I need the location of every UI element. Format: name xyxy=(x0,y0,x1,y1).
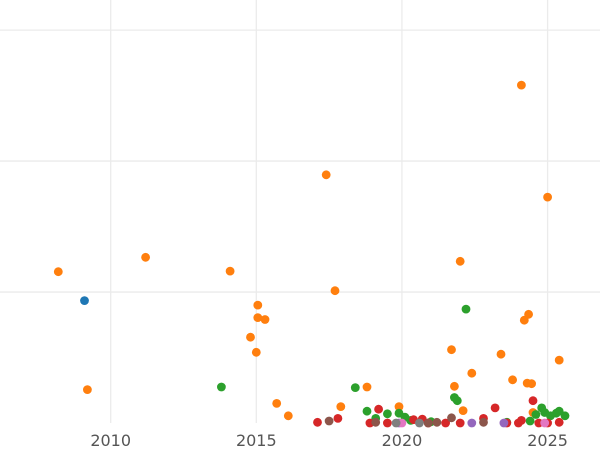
data-point-red xyxy=(383,418,392,428)
series-brown xyxy=(324,413,488,428)
data-point-pink xyxy=(540,418,550,428)
data-point-blue xyxy=(80,296,89,305)
data-point-orange xyxy=(455,256,465,266)
data-point-green xyxy=(461,304,471,314)
data-point-orange xyxy=(330,286,340,296)
data-point-orange xyxy=(283,411,293,421)
data-point-red xyxy=(517,416,526,425)
data-point-red xyxy=(374,404,383,414)
series-blue xyxy=(80,296,89,305)
data-point-orange xyxy=(246,332,255,342)
data-point-gray xyxy=(391,418,401,428)
data-point-green xyxy=(350,383,360,392)
data-point-brown xyxy=(423,418,433,428)
x-tick-label-2020: 2020 xyxy=(382,431,423,450)
x-tick-label-2015: 2015 xyxy=(236,431,277,450)
data-point-red xyxy=(441,418,450,428)
data-point-red xyxy=(528,396,538,406)
series-gray xyxy=(391,418,424,428)
series-orange xyxy=(53,80,564,421)
data-point-green xyxy=(362,406,372,416)
data-point-orange xyxy=(225,266,235,276)
grid-layer xyxy=(0,0,600,423)
x-tick-label-2025: 2025 xyxy=(527,431,568,450)
data-point-green xyxy=(383,409,392,419)
data-point-brown xyxy=(479,417,488,427)
series-green xyxy=(217,304,570,427)
data-point-orange xyxy=(260,315,270,324)
data-points xyxy=(53,80,570,428)
data-point-orange xyxy=(362,382,372,392)
data-point-orange xyxy=(524,309,533,319)
data-point-green xyxy=(452,396,462,406)
data-point-brown xyxy=(447,413,456,423)
data-point-orange xyxy=(527,379,536,389)
data-point-orange xyxy=(141,252,151,262)
x-axis-tick-labels: 2010 2015 2020 2025 xyxy=(90,431,568,450)
data-point-purple xyxy=(499,418,509,428)
data-point-orange xyxy=(496,349,506,359)
data-point-orange xyxy=(467,368,477,378)
data-point-brown xyxy=(324,416,334,426)
data-point-red xyxy=(455,418,465,428)
data-point-orange xyxy=(450,381,459,391)
data-point-orange xyxy=(83,385,92,394)
data-point-orange xyxy=(272,399,282,408)
data-point-orange xyxy=(321,170,331,180)
data-point-green xyxy=(217,382,226,392)
data-point-orange xyxy=(554,355,564,365)
data-point-green xyxy=(560,411,570,421)
data-point-purple xyxy=(467,418,477,428)
data-point-orange xyxy=(458,406,468,415)
data-point-gray xyxy=(415,418,424,428)
data-point-orange xyxy=(508,375,517,385)
data-point-red xyxy=(554,417,564,427)
data-point-orange xyxy=(517,80,526,90)
data-point-green xyxy=(531,410,541,419)
data-point-orange xyxy=(447,345,456,355)
data-point-orange xyxy=(394,402,404,411)
data-point-orange xyxy=(543,192,552,202)
data-point-orange xyxy=(253,300,263,310)
data-point-brown xyxy=(371,417,381,427)
data-point-red xyxy=(313,417,322,427)
data-point-orange xyxy=(253,313,263,322)
x-tick-label-2010: 2010 xyxy=(90,431,131,450)
data-point-brown xyxy=(432,417,442,427)
data-point-red xyxy=(333,414,343,423)
data-point-orange xyxy=(336,402,346,411)
data-point-green xyxy=(525,416,535,426)
data-point-orange xyxy=(251,347,261,357)
data-point-red xyxy=(490,403,500,413)
data-point-orange xyxy=(53,267,63,277)
